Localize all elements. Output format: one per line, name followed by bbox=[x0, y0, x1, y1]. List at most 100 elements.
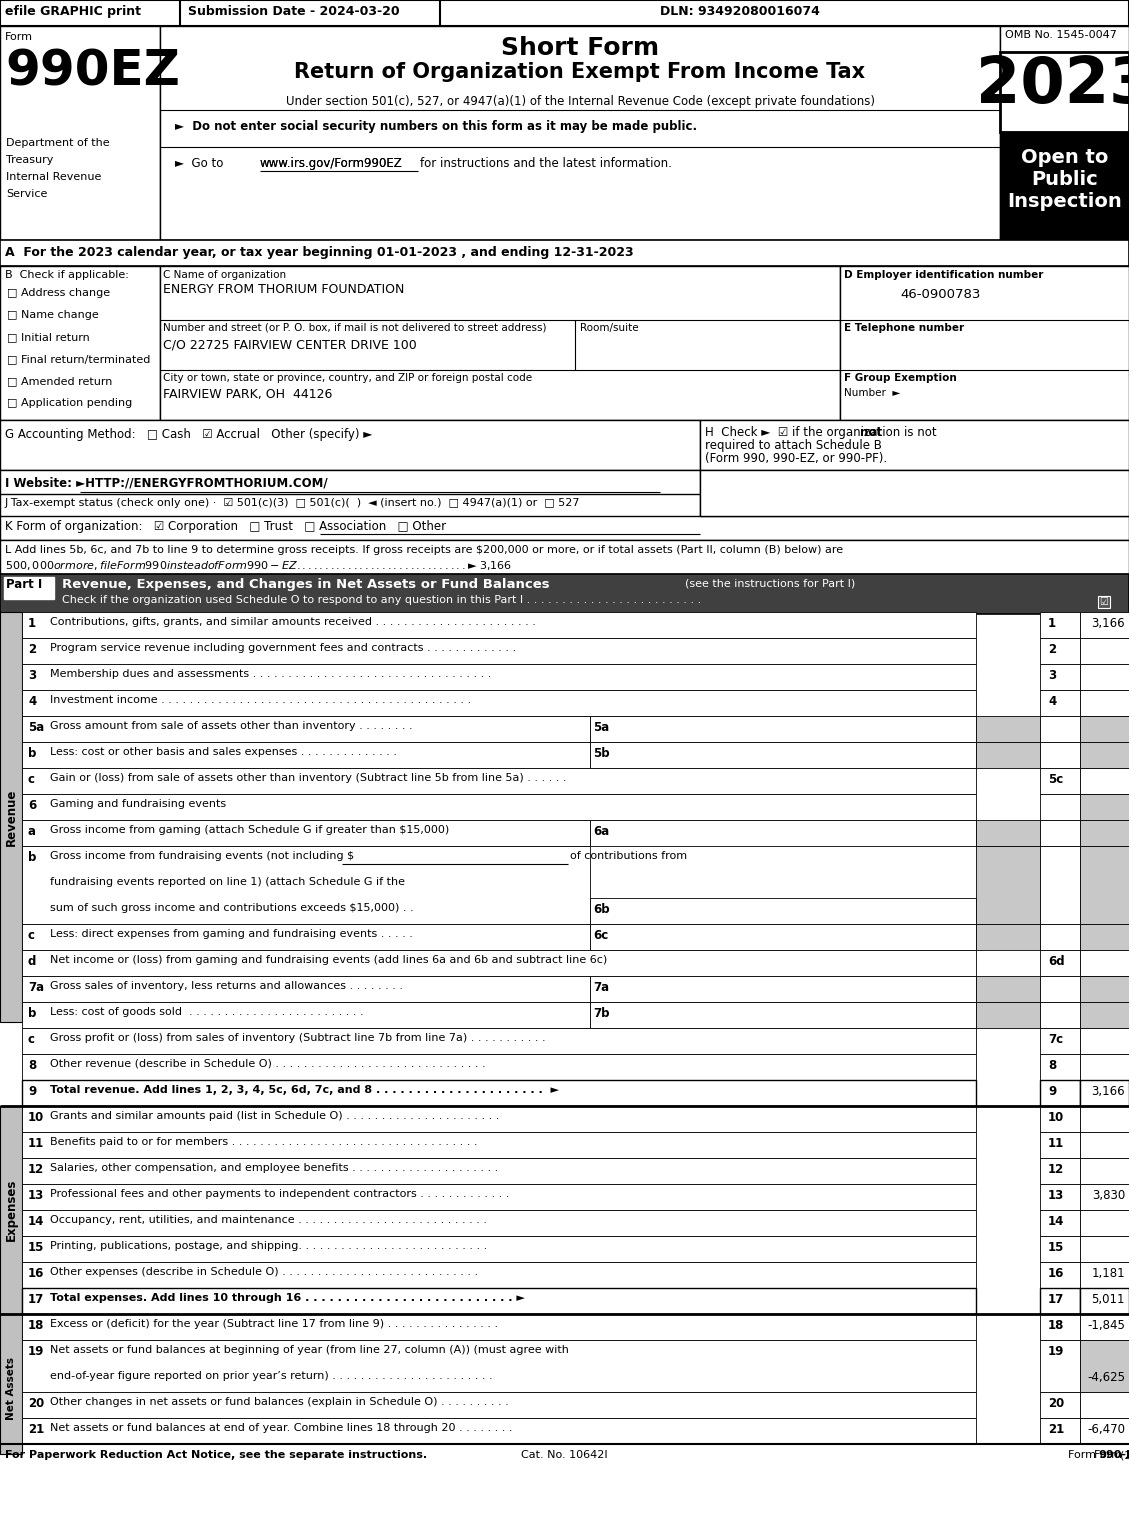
Text: □ Address change: □ Address change bbox=[7, 288, 111, 297]
Text: b: b bbox=[28, 1006, 36, 1020]
Bar bbox=[0, 419, 700, 470]
Bar bbox=[700, 470, 1129, 515]
Text: 9: 9 bbox=[1048, 1084, 1057, 1098]
Text: 6c: 6c bbox=[593, 929, 609, 942]
Bar bbox=[1080, 924, 1129, 950]
Text: for instructions and the latest information.: for instructions and the latest informat… bbox=[420, 157, 672, 169]
Bar bbox=[21, 663, 975, 689]
Text: 5,011: 5,011 bbox=[1092, 1293, 1124, 1305]
Bar bbox=[0, 1106, 21, 1315]
Bar bbox=[21, 637, 975, 663]
Bar bbox=[21, 820, 590, 846]
Bar bbox=[21, 769, 975, 795]
Text: City or town, state or province, country, and ZIP or foreign postal code: City or town, state or province, country… bbox=[163, 374, 532, 383]
Bar bbox=[0, 540, 1129, 573]
Bar bbox=[1040, 612, 1080, 637]
Bar bbox=[21, 717, 590, 743]
Bar bbox=[1080, 846, 1129, 924]
Text: Part I: Part I bbox=[6, 578, 42, 592]
Bar bbox=[1080, 1209, 1129, 1235]
Bar bbox=[21, 1054, 975, 1080]
Bar bbox=[590, 976, 975, 1002]
Bar bbox=[590, 898, 975, 924]
Text: For Paperwork Reduction Act Notice, see the separate instructions.: For Paperwork Reduction Act Notice, see … bbox=[5, 1450, 427, 1459]
Text: F Group Exemption: F Group Exemption bbox=[844, 374, 956, 383]
Text: Number  ►: Number ► bbox=[844, 387, 900, 398]
Text: 20: 20 bbox=[28, 1397, 44, 1411]
Text: 4: 4 bbox=[1048, 695, 1057, 708]
Bar bbox=[21, 1340, 975, 1392]
Text: sum of such gross income and contributions exceeds $15,000) . .: sum of such gross income and contributio… bbox=[50, 903, 413, 913]
Text: Other changes in net assets or fund balances (explain in Schedule O) . . . . . .: Other changes in net assets or fund bala… bbox=[50, 1397, 509, 1408]
Bar bbox=[1080, 1263, 1129, 1289]
Bar bbox=[1040, 769, 1080, 795]
Bar bbox=[21, 1002, 590, 1028]
Text: www.irs.gov/Form990EZ: www.irs.gov/Form990EZ bbox=[260, 157, 403, 169]
Bar bbox=[0, 515, 1129, 540]
Text: Other expenses (describe in Schedule O) . . . . . . . . . . . . . . . . . . . . : Other expenses (describe in Schedule O) … bbox=[50, 1267, 478, 1276]
Text: Form: Form bbox=[1094, 1450, 1124, 1459]
Bar bbox=[1040, 976, 1080, 1002]
Text: 5a: 5a bbox=[28, 721, 44, 734]
Text: 6b: 6b bbox=[593, 903, 610, 917]
Text: 8: 8 bbox=[28, 1058, 36, 1072]
Text: Printing, publications, postage, and shipping. . . . . . . . . . . . . . . . . .: Printing, publications, postage, and shi… bbox=[50, 1241, 488, 1250]
Text: b: b bbox=[28, 747, 36, 759]
Text: Form: Form bbox=[1068, 1450, 1100, 1459]
Text: Total revenue. Add lines 1, 2, 3, 4, 5c, 6d, 7c, and 8 . . . . . . . . . . . . .: Total revenue. Add lines 1, 2, 3, 4, 5c,… bbox=[50, 1084, 559, 1095]
Text: Expenses: Expenses bbox=[5, 1179, 18, 1241]
Text: Other revenue (describe in Schedule O) . . . . . . . . . . . . . . . . . . . . .: Other revenue (describe in Schedule O) .… bbox=[50, 1058, 485, 1069]
Text: Room/suite: Room/suite bbox=[580, 323, 639, 332]
Text: 11: 11 bbox=[1048, 1138, 1065, 1150]
Text: Gross sales of inventory, less returns and allowances . . . . . . . .: Gross sales of inventory, less returns a… bbox=[50, 981, 403, 991]
Text: Less: direct expenses from gaming and fundraising events . . . . .: Less: direct expenses from gaming and fu… bbox=[50, 929, 413, 939]
Bar bbox=[21, 689, 975, 717]
Bar bbox=[975, 743, 1040, 769]
Text: Gross amount from sale of assets other than inventory . . . . . . . .: Gross amount from sale of assets other t… bbox=[50, 721, 412, 730]
Text: Number and street (or P. O. box, if mail is not delivered to street address): Number and street (or P. O. box, if mail… bbox=[163, 323, 546, 332]
Text: J Tax-exempt status (check only one) ·  ☑ 501(c)(3)  □ 501(c)(  )  ◄ (insert no.: J Tax-exempt status (check only one) · ☑… bbox=[5, 499, 580, 508]
Text: Net assets or fund balances at beginning of year (from line 27, column (A)) (mus: Net assets or fund balances at beginning… bbox=[50, 1345, 569, 1356]
Text: FAIRVIEW PARK, OH  44126: FAIRVIEW PARK, OH 44126 bbox=[163, 387, 332, 401]
Bar bbox=[1080, 637, 1129, 663]
Bar bbox=[1099, 596, 1110, 608]
Text: Internal Revenue: Internal Revenue bbox=[6, 172, 102, 181]
Bar bbox=[1080, 717, 1129, 743]
Bar bbox=[1040, 1002, 1080, 1028]
Text: a: a bbox=[28, 825, 36, 839]
Text: E Telephone number: E Telephone number bbox=[844, 323, 964, 332]
Bar bbox=[1040, 820, 1080, 846]
Text: 3,166: 3,166 bbox=[1092, 1084, 1124, 1098]
Bar bbox=[0, 573, 1129, 615]
Bar bbox=[1040, 1263, 1080, 1289]
Text: -1,845: -1,845 bbox=[1087, 1319, 1124, 1331]
Text: Net assets or fund balances at end of year. Combine lines 18 through 20 . . . . : Net assets or fund balances at end of ye… bbox=[50, 1423, 513, 1434]
Text: c: c bbox=[28, 929, 35, 942]
Text: c: c bbox=[28, 1032, 35, 1046]
Bar bbox=[21, 1183, 975, 1209]
Text: Program service revenue including government fees and contracts . . . . . . . . : Program service revenue including govern… bbox=[50, 644, 516, 653]
Text: Department of the: Department of the bbox=[6, 137, 110, 148]
Bar bbox=[21, 1157, 975, 1183]
Text: 5b: 5b bbox=[593, 747, 610, 759]
Text: d: d bbox=[28, 955, 36, 968]
Text: 13: 13 bbox=[1048, 1190, 1065, 1202]
Text: Net income or (loss) from gaming and fundraising events (add lines 6a and 6b and: Net income or (loss) from gaming and fun… bbox=[50, 955, 607, 965]
Text: 5a: 5a bbox=[593, 721, 610, 734]
Text: □ Initial return: □ Initial return bbox=[7, 332, 89, 342]
Text: 990EZ: 990EZ bbox=[5, 47, 180, 96]
Text: Form: Form bbox=[5, 32, 33, 43]
Text: Less: cost or other basis and sales expenses . . . . . . . . . . . . . .: Less: cost or other basis and sales expe… bbox=[50, 747, 397, 756]
Bar bbox=[1080, 795, 1129, 820]
Bar bbox=[21, 950, 975, 976]
Text: Benefits paid to or for members . . . . . . . . . . . . . . . . . . . . . . . . : Benefits paid to or for members . . . . … bbox=[50, 1138, 478, 1147]
Bar bbox=[1080, 612, 1129, 637]
Text: Revenue: Revenue bbox=[5, 788, 18, 846]
Text: 19: 19 bbox=[1048, 1345, 1065, 1357]
Text: required to attach Schedule B: required to attach Schedule B bbox=[704, 439, 882, 451]
Bar bbox=[0, 1315, 21, 1453]
Text: c: c bbox=[28, 773, 35, 785]
Bar bbox=[1000, 26, 1129, 52]
Text: 14: 14 bbox=[28, 1215, 44, 1228]
Text: of contributions from: of contributions from bbox=[570, 851, 688, 862]
